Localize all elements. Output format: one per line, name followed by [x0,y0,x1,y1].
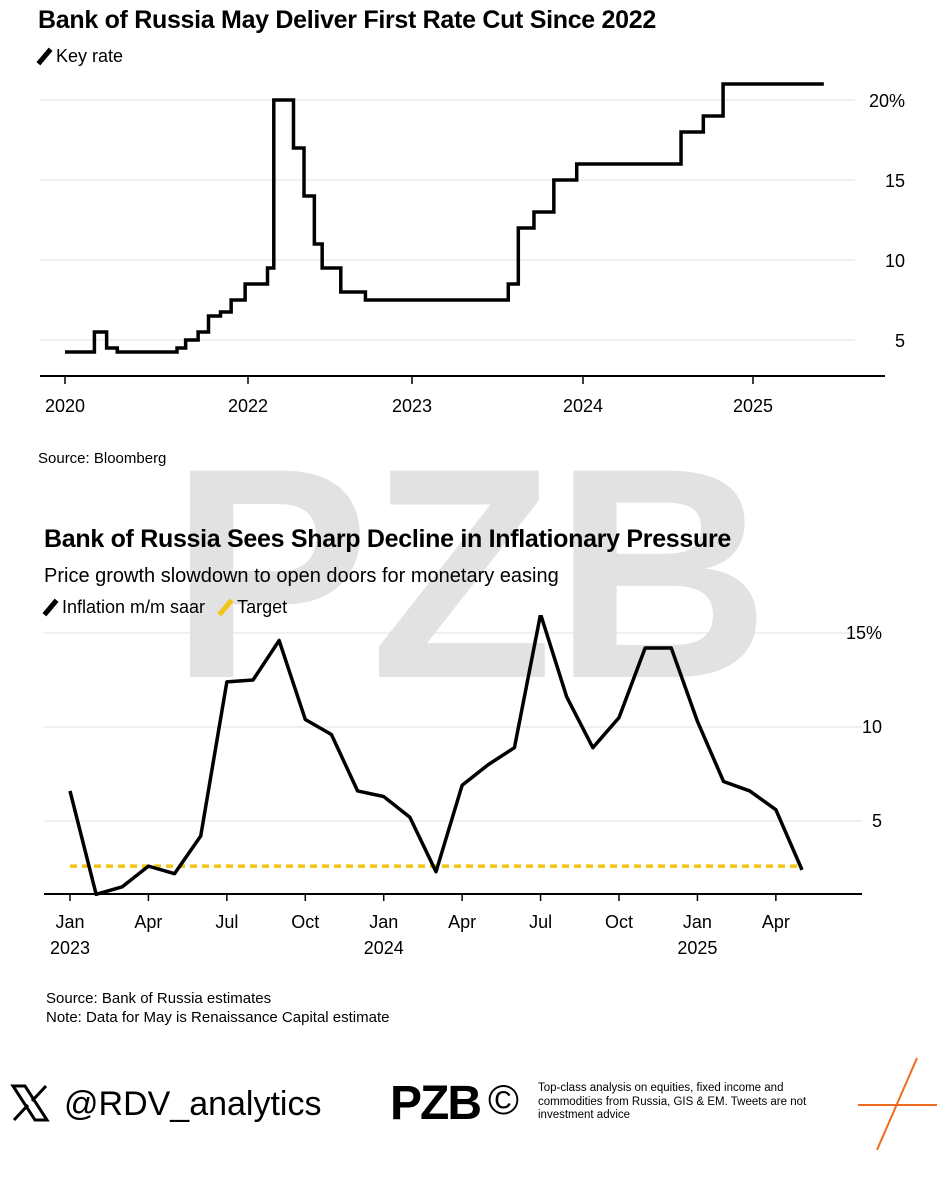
legend-label-key-rate: Key rate [56,46,124,66]
legend-item-inflation: Inflation m/m saar [42,597,206,618]
chart2-y-tick-label: 15% [846,623,882,643]
chart2-title: Bank of Russia Sees Sharp Decline in Inf… [44,525,732,553]
chart2-x-tick-label: Jul [529,912,552,932]
x-logo-icon [10,1084,50,1122]
legend-item-target: Target [217,597,288,618]
chart1-y-tick-label: 20% [869,91,905,111]
legend-label-inflation: Inflation m/m saar [62,597,206,617]
chart2-subtitle: Price growth slowdown to open doors for … [44,565,559,587]
chart1-y-tick-label: 10 [885,251,905,271]
legend-swatch-inflation [42,598,59,617]
chart2-x-tick-label: Jul [215,912,238,932]
chart1-source: Source: Bloomberg [38,450,167,467]
chart2-x-tick-label: Oct [291,912,319,932]
chart2-x-tick-label: Oct [605,912,633,932]
chart2-x-tick-label: Apr [134,912,162,932]
chart1-x-tick-label: 2024 [563,396,603,416]
legend-swatch-target [217,598,234,617]
chart2-y-tick-label: 10 [862,717,882,737]
chart1-y-tick-label: 5 [895,331,905,351]
chart2-x-tick-label: 2024 [364,938,404,958]
chart2-y-tick-label: 5 [872,811,882,831]
pzb-logo: PZB [390,1077,482,1130]
chart2-x-tick-label: Jan [683,912,712,932]
chart2-x-tick-label: Jan [369,912,398,932]
inflation-line [68,615,804,897]
chart1-x-tick-label: 2020 [45,396,85,416]
chart2-plot: 5 10 15% Jan 2023 Apr Jul Oct Jan 2024 Apr Jul Oct Ja… [44,615,882,958]
chart1-x-tick-label: 2022 [228,396,268,416]
legend-swatch-key-rate [36,47,53,66]
orange-cross-icon [858,1057,937,1151]
chart1-x-tick-label: 2023 [392,396,432,416]
chart2-x-tick-label: 2023 [50,938,90,958]
chart2-x-tick-label: Jan [55,912,84,932]
key-rate-line [65,82,824,354]
chart2-source: Source: Bank of Russia estimates [46,990,272,1007]
footer-description: Top-class analysis on equities, fixed in… [538,1082,807,1121]
chart1-legend: Key rate [36,46,137,67]
chart2-x-tick-label: 2025 [677,938,717,958]
chart1-x-tick-label: 2025 [733,396,773,416]
chart2-legend: Inflation m/m saar Target [42,597,301,618]
chart2-notes: Source: Bank of Russia estimates Note: D… [46,989,389,1027]
chart1-title: Bank of Russia May Deliver First Rate Cu… [38,6,656,34]
chart2-x-tick-label: Apr [762,912,790,932]
chart2-note: Note: Data for May is Renaissance Capita… [46,1009,390,1026]
legend-item-key-rate: Key rate [36,46,124,67]
chart2-x-tick-label: Apr [448,912,476,932]
chart1-y-tick-label: 15 [885,171,905,191]
copyright-icon: © [488,1076,519,1123]
legend-label-target: Target [237,597,288,617]
chart1-plot: 5 10 15 20% 2020 2022 2023 2024 2025 [40,82,905,416]
twitter-handle: @RDV_analytics [64,1085,322,1123]
